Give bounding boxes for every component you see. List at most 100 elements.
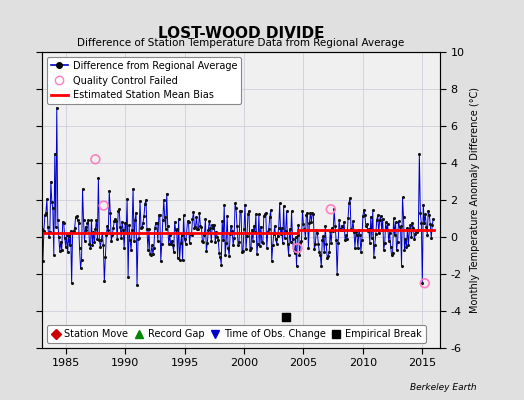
- Point: [189, 209, 198, 215]
- Point: [395, 224, 403, 230]
- Point: [313, 229, 322, 236]
- Point: [365, 226, 373, 232]
- Point: [330, 206, 339, 212]
- Point: [230, 235, 238, 242]
- Point: [81, 224, 90, 230]
- Y-axis label: Monthly Temperature Anomaly Difference (°C): Monthly Temperature Anomaly Difference (…: [470, 87, 480, 313]
- Point: [206, 224, 214, 231]
- Point: [304, 245, 313, 251]
- Point: [308, 210, 316, 216]
- Point: [247, 245, 255, 251]
- Point: [168, 238, 176, 244]
- Point: [95, 237, 104, 243]
- Point: [79, 186, 87, 192]
- Point: [108, 232, 116, 238]
- Point: [128, 227, 136, 234]
- Point: [156, 212, 164, 218]
- Point: [376, 216, 384, 223]
- Point: [212, 229, 221, 235]
- Point: [358, 236, 366, 243]
- Point: [43, 223, 52, 230]
- Point: [278, 240, 287, 246]
- Point: [243, 233, 251, 239]
- Point: [316, 252, 324, 258]
- Point: [136, 198, 144, 204]
- Point: [275, 225, 283, 231]
- Point: [183, 218, 192, 224]
- Point: [165, 241, 173, 248]
- Point: [387, 252, 396, 259]
- Point: [83, 220, 92, 226]
- Point: [105, 188, 114, 194]
- Point: [144, 247, 152, 253]
- Point: [380, 240, 389, 247]
- Point: [426, 221, 434, 228]
- Point: [142, 196, 150, 203]
- Point: [280, 235, 289, 241]
- Point: [88, 217, 96, 223]
- Point: [210, 222, 219, 228]
- Point: [401, 236, 410, 242]
- Point: [372, 231, 380, 238]
- Point: [145, 226, 153, 232]
- Point: [266, 214, 274, 220]
- Point: [93, 236, 102, 242]
- Point: [133, 282, 141, 288]
- Point: [258, 239, 266, 246]
- Text: Difference of Station Temperature Data from Regional Average: Difference of Station Temperature Data f…: [78, 38, 405, 48]
- Point: [292, 263, 301, 270]
- Point: [207, 238, 215, 244]
- Point: [415, 150, 423, 157]
- Point: [383, 227, 391, 233]
- Point: [327, 239, 335, 246]
- Point: [57, 238, 65, 245]
- Point: [201, 216, 210, 223]
- Point: [98, 230, 106, 236]
- Point: [91, 156, 100, 162]
- Point: [47, 178, 55, 185]
- Point: [413, 229, 422, 236]
- Point: [51, 224, 60, 230]
- Point: [195, 210, 204, 216]
- Point: [107, 238, 115, 244]
- Point: [403, 225, 412, 232]
- Point: [226, 230, 234, 237]
- Point: [268, 258, 276, 264]
- Point: [106, 210, 114, 217]
- Point: [217, 261, 225, 268]
- Point: [366, 240, 374, 246]
- Point: [398, 194, 407, 201]
- Point: [104, 227, 113, 233]
- Point: [419, 202, 428, 208]
- Point: [331, 223, 340, 230]
- Point: [402, 243, 411, 250]
- Point: [276, 200, 284, 206]
- Point: [301, 235, 310, 241]
- Point: [126, 237, 134, 244]
- Point: [385, 238, 393, 244]
- Text: LOST-WOOD DIVIDE: LOST-WOOD DIVIDE: [158, 26, 324, 41]
- Point: [298, 208, 307, 214]
- Point: [314, 240, 322, 247]
- Point: [101, 254, 110, 261]
- Point: [373, 217, 381, 223]
- Point: [271, 236, 280, 243]
- Point: [240, 226, 248, 232]
- Point: [326, 206, 335, 212]
- Point: [123, 196, 132, 203]
- Point: [91, 226, 100, 232]
- Point: [241, 201, 249, 208]
- Point: [319, 233, 328, 240]
- Point: [277, 231, 285, 237]
- Point: [40, 227, 48, 234]
- Point: [329, 228, 337, 234]
- Point: [300, 226, 309, 232]
- Point: [310, 246, 319, 252]
- Point: [157, 258, 165, 264]
- Point: [320, 249, 329, 255]
- Point: [274, 233, 282, 239]
- Point: [148, 242, 156, 249]
- Point: [103, 222, 112, 229]
- Point: [296, 252, 304, 258]
- Point: [78, 256, 86, 263]
